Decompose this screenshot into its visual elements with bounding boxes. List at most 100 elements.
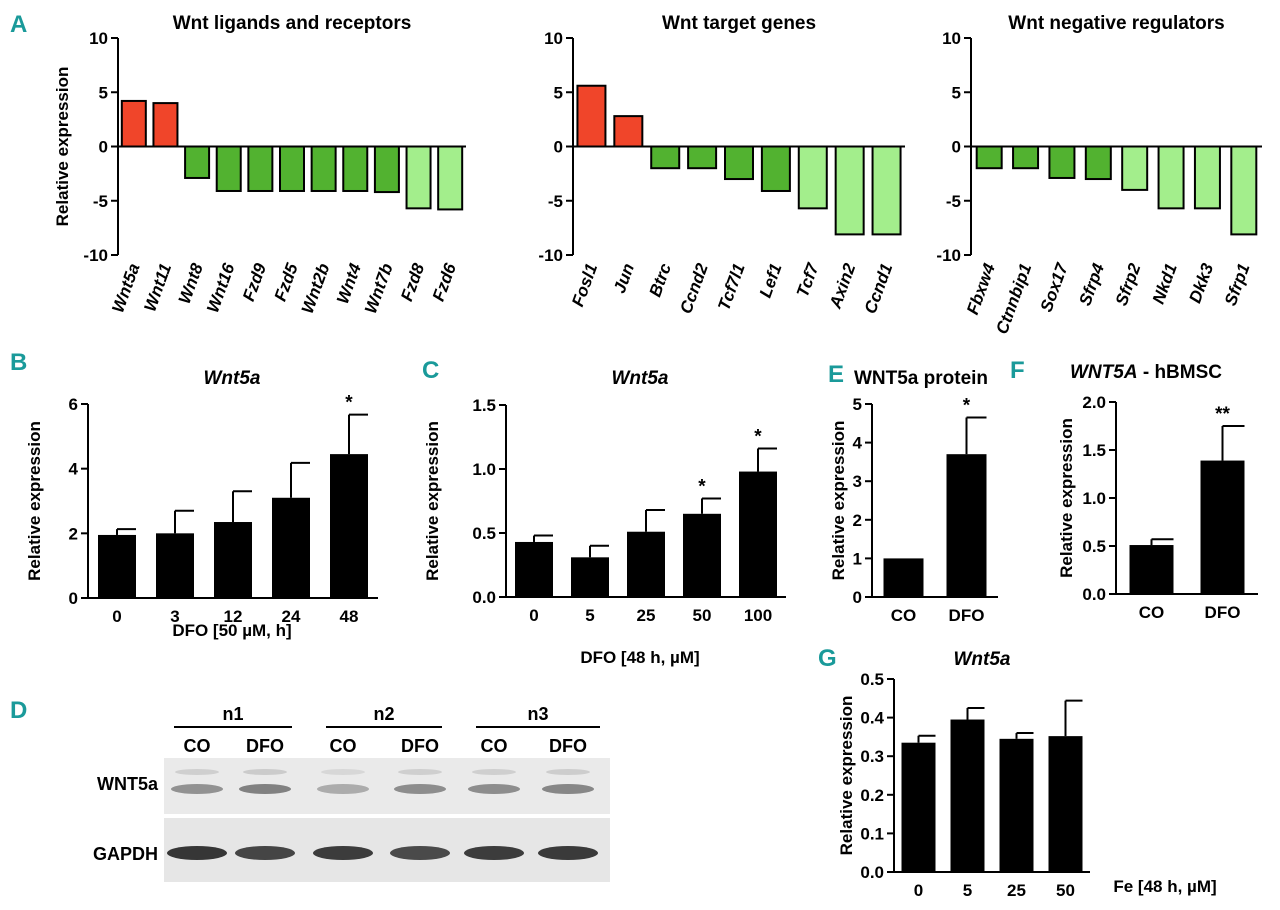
category-label: Sox17 — [1037, 259, 1073, 314]
bar — [184, 145, 211, 179]
y-tick-label: 3 — [853, 472, 862, 491]
bar — [373, 145, 400, 194]
bar — [1157, 145, 1185, 210]
bar — [1193, 145, 1221, 210]
bar — [739, 471, 777, 597]
chart-title: Wnt5a — [954, 649, 1011, 670]
x-axis-label: DFO [48 h, µM] — [580, 648, 699, 667]
panel-label-g: G — [818, 645, 837, 672]
x-tick-label: CO — [1139, 603, 1165, 622]
y-tick-label: 5 — [952, 83, 961, 102]
category-label: Tcf7l1 — [714, 261, 748, 313]
bar — [98, 534, 136, 598]
bar — [724, 145, 754, 181]
significance-marker: * — [345, 393, 353, 414]
blot-band-gapdh — [538, 846, 598, 860]
panel-label-f: F — [1010, 357, 1025, 384]
y-tick-label: 10 — [89, 29, 108, 48]
y-tick-label: 5 — [99, 83, 108, 102]
x-axis-label: DFO [50 µM, h] — [172, 621, 291, 640]
y-tick-label: 0.1 — [860, 824, 884, 843]
blot-group-label: n3 — [527, 704, 548, 724]
y-tick-label: -10 — [936, 246, 961, 265]
x-tick-label: 0 — [914, 881, 923, 900]
bar — [405, 145, 432, 210]
chart-wnt-ligands: Wnt ligands and receptors 10 5 0 -5 -10 Relati… — [53, 13, 466, 316]
x-tick-label: 50 — [693, 606, 712, 625]
bar — [571, 557, 609, 597]
bar — [1129, 545, 1174, 594]
y-tick-label: 1 — [853, 549, 862, 568]
significance-marker: * — [698, 476, 706, 497]
bar — [272, 497, 310, 598]
y-tick-label: 5 — [554, 83, 563, 102]
category-label: Jun — [610, 261, 638, 296]
bar — [613, 115, 644, 148]
y-tick-label: 0.5 — [860, 670, 884, 689]
y-tick-label: 0.0 — [472, 588, 496, 607]
y-tick-label: 4 — [69, 460, 79, 479]
category-label: Axin2 — [825, 260, 859, 311]
y-axis-label: Relative expression — [837, 696, 856, 856]
x-tick-label: 50 — [1056, 881, 1075, 900]
y-tick-label: 0.4 — [860, 709, 884, 728]
category-label: Ctnnbip1 — [992, 261, 1035, 337]
bar — [214, 522, 252, 598]
bar — [834, 145, 865, 236]
bar — [515, 541, 553, 597]
bar — [247, 145, 274, 192]
bar — [310, 145, 337, 192]
y-tick-label: -10 — [83, 246, 108, 265]
x-tick-label: 25 — [1007, 881, 1026, 900]
blot-lane-label: DFO — [549, 736, 587, 756]
bar — [650, 145, 681, 170]
panel-label-b: B — [10, 349, 27, 376]
x-tick-label: CO — [891, 606, 917, 625]
x-tick-label: DFO — [1205, 603, 1241, 622]
blot-band-gapdh — [167, 846, 227, 860]
blot-band-gapdh — [390, 846, 450, 860]
y-tick-label: -10 — [538, 246, 563, 265]
bar — [687, 145, 718, 170]
blot-band-wnt5a — [171, 784, 223, 794]
category-label: Sfrp2 — [1112, 260, 1145, 308]
bar — [946, 454, 987, 597]
y-tick-label: 0 — [554, 138, 563, 157]
significance-marker: ** — [1215, 404, 1230, 425]
y-tick-label: 6 — [69, 395, 78, 414]
bar — [1121, 145, 1149, 191]
category-label: Wnt2b — [298, 261, 334, 316]
blot-band-faint — [398, 769, 442, 775]
category-label: Tcf7 — [793, 259, 823, 299]
western-blot: n1 n2 n3 CO DFO CO DFO CO DFO WNT5a GAPDH — [93, 704, 610, 882]
blot-band-faint — [243, 769, 287, 775]
y-axis-label: Relative expression — [53, 67, 72, 227]
blot-band-gapdh — [464, 846, 524, 860]
category-label: Ccnd2 — [676, 260, 712, 316]
bar — [1084, 145, 1112, 181]
y-tick-label: 1.5 — [1082, 441, 1106, 460]
category-label: Fbxw4 — [963, 260, 999, 317]
panel-label-d: D — [10, 697, 27, 724]
category-label: Dkk3 — [1185, 260, 1217, 305]
y-tick-label: 4 — [853, 434, 863, 453]
blot-band-wnt5a — [542, 784, 594, 794]
x-tick-label: 0 — [112, 607, 121, 626]
y-tick-label: -5 — [946, 192, 961, 211]
y-tick-label: 10 — [942, 29, 961, 48]
y-axis-label: Relative expression — [1057, 418, 1076, 578]
x-tick-label: 5 — [585, 606, 594, 625]
category-label: Wnt11 — [140, 261, 175, 314]
blot-band-gapdh — [235, 846, 295, 860]
chart-title: Wnt5a — [612, 368, 669, 389]
x-tick-label: 3 — [170, 607, 179, 626]
bar — [1200, 460, 1245, 594]
chart-title: Wnt ligands and receptors — [173, 13, 412, 34]
bar — [330, 454, 368, 598]
category-label: Wnt4 — [333, 260, 365, 306]
bar — [1048, 145, 1076, 179]
y-tick-label: 0 — [99, 138, 108, 157]
bar — [152, 102, 179, 148]
